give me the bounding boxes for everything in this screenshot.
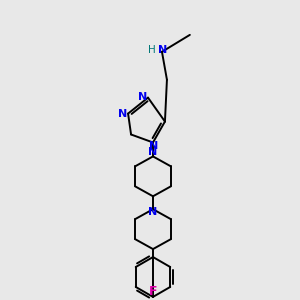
- Text: F: F: [149, 285, 157, 298]
- Text: N: N: [148, 147, 158, 158]
- Text: N: N: [149, 142, 159, 152]
- Text: N: N: [138, 92, 148, 102]
- Text: H: H: [148, 45, 156, 55]
- Text: N: N: [148, 207, 158, 217]
- Text: N: N: [118, 109, 128, 118]
- Text: N: N: [158, 45, 168, 55]
